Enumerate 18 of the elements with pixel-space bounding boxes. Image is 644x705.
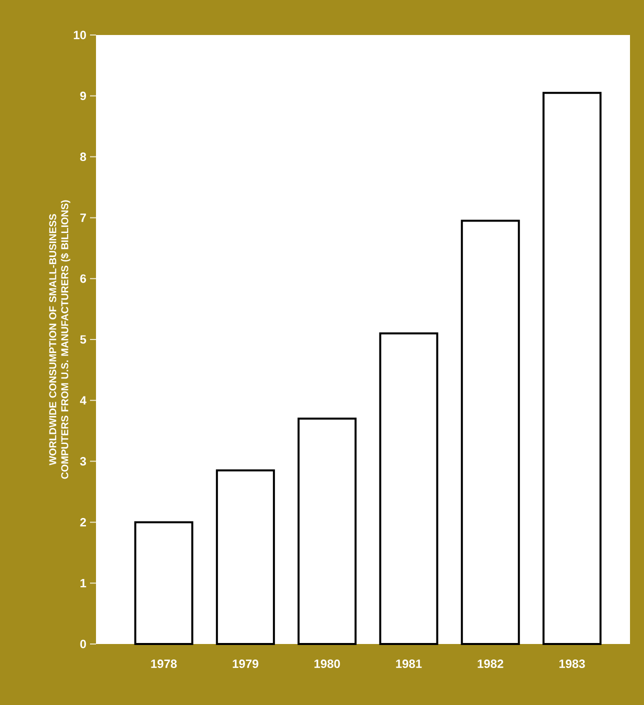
x-tick-label: 1982 — [478, 660, 504, 668]
y-tick-label: 5 — [80, 335, 86, 344]
y-tick-label: 2 — [80, 518, 86, 526]
x-tick-label: 1980 — [314, 660, 340, 668]
x-tick-label: 1978 — [151, 660, 177, 668]
y-tick-label: 4 — [80, 396, 86, 405]
y-tick-label: 10 — [74, 30, 86, 40]
y-tick-label: 8 — [80, 152, 86, 162]
y-tick-label: 3 — [80, 457, 86, 466]
x-tick-label: 1983 — [559, 660, 585, 668]
y-tick-label: 9 — [80, 92, 86, 100]
x-tick-label: 1981 — [396, 660, 422, 668]
y-tick-label: 0 — [80, 640, 86, 648]
y-tick-label: 7 — [80, 214, 86, 222]
y-tick-label: 6 — [80, 274, 86, 283]
y-axis-title: WORLDWIDE CONSUMPTION OF SMALL-BUSINESS COMPUTERS FROM U.S. MANUFACTURERS ($ BILLIONS) — [49, 200, 70, 479]
x-tick-label: 1979 — [232, 660, 258, 668]
y-tick-label: 1 — [80, 578, 86, 588]
